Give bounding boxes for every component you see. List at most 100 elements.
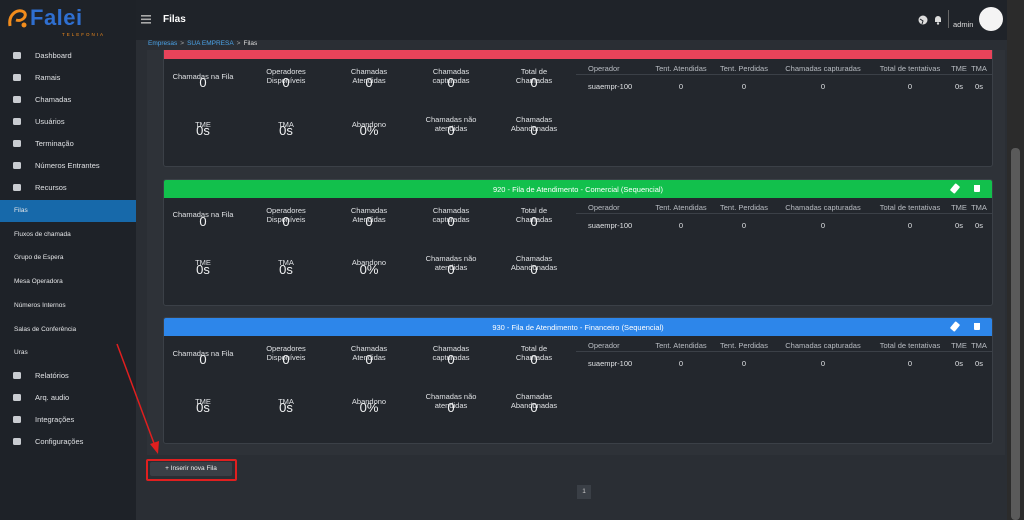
nav-active-bg xyxy=(0,200,136,222)
logo-brand: Falei xyxy=(30,5,83,30)
column-header: Operador xyxy=(588,341,620,350)
nav-icon xyxy=(13,371,21,379)
stat-value: 0 xyxy=(199,352,207,367)
nav-icon xyxy=(13,415,21,423)
stat-label: Chamadas Atendidas xyxy=(350,205,388,224)
stat-value: 0 xyxy=(530,352,538,367)
logo-tagline: TELEFONIA xyxy=(62,32,106,37)
delete-button[interactable] xyxy=(974,323,980,330)
nav-item[interactable]: Configurações xyxy=(35,436,84,446)
stat-label: TMA xyxy=(278,258,294,267)
table-cell: 0s xyxy=(975,220,983,230)
table-cell: suaempr-100 xyxy=(588,220,633,230)
stat-value: 0 xyxy=(365,352,373,367)
nav-item[interactable]: Números Entrantes xyxy=(35,161,100,170)
stat-value: 0s xyxy=(279,123,293,138)
notification-icon[interactable] xyxy=(934,15,942,25)
stat-label: Operadores Disponíveis xyxy=(266,67,306,85)
stat-label: Chamadas na Fila xyxy=(172,71,234,81)
stat-label: Total de Chamadas xyxy=(515,344,553,362)
nav-item[interactable]: Recursos xyxy=(35,183,67,192)
nav-item[interactable]: Integrações xyxy=(35,414,75,424)
breadcrumb-item[interactable]: SUA EMPRESA xyxy=(187,40,234,47)
table-cell: 0 xyxy=(741,359,747,368)
stat-value: 0 xyxy=(530,213,538,229)
column-header: TME xyxy=(951,202,967,212)
stat-label: Chamadas capturadas xyxy=(432,205,470,224)
nav-subitem[interactable]: Uras xyxy=(14,349,28,357)
nav-subitem[interactable]: Filas xyxy=(14,207,28,214)
top-bar: Filas admin xyxy=(136,0,1024,40)
table-cell: 0 xyxy=(741,220,747,230)
add-queue-button[interactable]: + Inserir nova Fila xyxy=(150,462,232,476)
nav-icon xyxy=(13,118,21,125)
nav-subitem[interactable]: Mesa Operadora xyxy=(14,278,63,286)
stat-value: 0s xyxy=(279,400,293,415)
stat-label: Operadores Disponíveis xyxy=(266,205,306,224)
stat-value: 0 xyxy=(447,75,455,90)
queue-card: 930 - Fila de Atendimento - Financeiro (… xyxy=(163,317,993,444)
nav-item[interactable]: Chamadas xyxy=(35,95,72,104)
nav-item[interactable]: Ramais xyxy=(35,73,61,82)
logo-icon xyxy=(8,9,27,28)
nav-icon xyxy=(13,140,21,147)
table-cell: 0 xyxy=(907,220,913,230)
breadcrumb-separator: > xyxy=(236,40,241,47)
nav-icon xyxy=(13,96,21,103)
table-cell: 0 xyxy=(907,82,913,91)
stat-value: 0 xyxy=(365,213,373,229)
delete-button[interactable] xyxy=(974,184,980,192)
page-button[interactable]: 1 xyxy=(577,485,591,499)
queue-card: 920 - Fila de Atendimento - Comercial (S… xyxy=(163,178,993,306)
nav-item[interactable]: Relatórios xyxy=(35,370,69,380)
column-header: Operador xyxy=(588,202,620,212)
scrollbar xyxy=(1007,0,1024,520)
stat-label: Chamadas capturadas xyxy=(432,67,470,85)
breadcrumb-separator: > xyxy=(180,40,185,47)
column-header: TMA xyxy=(971,202,987,212)
table-cell: 0s xyxy=(955,220,963,230)
stat-label: Total de Chamadas xyxy=(515,67,553,85)
menu-toggle[interactable] xyxy=(141,15,151,24)
column-header: TME xyxy=(951,341,967,350)
table-cell: suaempr-100 xyxy=(588,82,633,91)
nav-item[interactable]: Arq. audio xyxy=(35,392,70,402)
stat-label: Chamadas na Fila xyxy=(172,348,234,358)
user-name[interactable]: admin xyxy=(953,20,974,29)
nav-subitem[interactable]: Salas de Conferência xyxy=(14,325,77,333)
nav-item[interactable]: Usuários xyxy=(35,117,65,126)
column-header: Chamadas capturadas xyxy=(785,341,861,350)
stat-value: 0% xyxy=(359,123,379,138)
queue-list: Chamadas na Fila 0 Operadores Disponíveis 0… xyxy=(147,50,1005,455)
stat-label: Abandono xyxy=(351,258,387,267)
column-header: Total de tentativas xyxy=(879,64,941,73)
nav-subitem[interactable]: Grupo de Espera xyxy=(14,254,64,262)
nav-item[interactable]: Dashboard xyxy=(35,51,72,60)
column-header: TMA xyxy=(971,64,987,73)
stat-value: 0 xyxy=(447,352,455,367)
avatar[interactable] xyxy=(979,7,1003,31)
stat-label: Chamadas não atendidas xyxy=(425,253,477,272)
nav-icon xyxy=(13,184,21,191)
scroll-thumb[interactable] xyxy=(1011,148,1020,520)
breadcrumb-item[interactable]: Empresas xyxy=(148,40,178,47)
stat-value: 0 xyxy=(447,261,455,277)
nav-subitem[interactable]: Fluxos de chamada xyxy=(14,230,71,238)
stat-label: Abandono xyxy=(351,396,387,406)
nav-subitem[interactable]: Números Internos xyxy=(14,301,66,309)
queue-header: 930 - Fila de Atendimento - Financeiro (… xyxy=(164,318,992,336)
stat-label: Operadores Disponíveis xyxy=(266,344,306,362)
content-panel: Chamadas na Fila 0 Operadores Disponíveis 0… xyxy=(147,50,1005,455)
column-header: Tent. Perdidas xyxy=(720,202,768,212)
language-icon[interactable] xyxy=(918,15,928,25)
stat-label: Chamadas na Fila xyxy=(172,210,234,219)
breadcrumb: Empresas > SUA EMPRESA > Filas xyxy=(148,40,257,47)
breadcrumb-item: Filas xyxy=(243,40,258,47)
table-cell: 0 xyxy=(678,82,684,91)
table-cell: 0s xyxy=(975,82,983,91)
table-cell: 0 xyxy=(741,82,747,91)
nav-item[interactable]: Terminação xyxy=(35,139,74,148)
stat-label: TME xyxy=(195,119,211,129)
annotation-box xyxy=(146,459,237,481)
